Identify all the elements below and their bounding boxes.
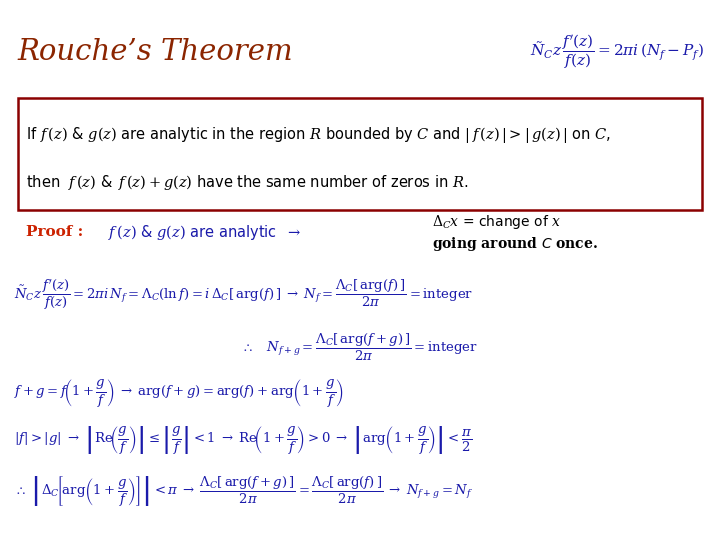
Text: $|f|>|g|\;\rightarrow\;\left|\mathrm{Re}\!\left(\dfrac{g}{f}\right)\right|\leq\l: $|f|>|g|\;\rightarrow\;\left|\mathrm{Re}… <box>14 424 472 456</box>
Text: $\therefore\;\left|\Delta_C\!\left[\arg\!\left(1+\dfrac{g}{f}\right)\right]\righ: $\therefore\;\left|\Delta_C\!\left[\arg\… <box>14 475 473 509</box>
Text: Proof :: Proof : <box>26 225 84 239</box>
Text: then  $f\,(z)$ & $\,f\,(z)+g(z)$ have the same number of zeros in $R$.: then $f\,(z)$ & $\,f\,(z)+g(z)$ have the… <box>26 173 468 192</box>
Text: $\tilde{N}_C z\,\dfrac{f'(z)}{f(z)} = 2\pi i\,(N_f - P_f)$: $\tilde{N}_C z\,\dfrac{f'(z)}{f(z)} = 2\… <box>530 32 704 71</box>
Text: $\Delta_C x$ = change of $x$: $\Delta_C x$ = change of $x$ <box>432 213 561 231</box>
Text: going around $C$ once.: going around $C$ once. <box>432 235 598 253</box>
Text: $f\,(z)$ & $g(z)$ are analytic $\;\rightarrow$: $f\,(z)$ & $g(z)$ are analytic $\;\right… <box>108 222 301 241</box>
Text: If $f\,(z)$ & $g(z)$ are analytic in the region $R$ bounded by $C$ and $|\,f\,(z: If $f\,(z)$ & $g(z)$ are analytic in the… <box>26 125 611 145</box>
Text: Rouche’s Theorem: Rouche’s Theorem <box>17 38 293 66</box>
Text: $\tilde{N}_C z\,\dfrac{f'(z)}{f(z)} = 2\pi i\,N_f = \Lambda_C(\ln f) = i\,\Delta: $\tilde{N}_C z\,\dfrac{f'(z)}{f(z)} = 2\… <box>14 278 473 312</box>
FancyBboxPatch shape <box>18 98 702 210</box>
Text: $f+g = f\!\left(1+\dfrac{g}{f}\right)\;\rightarrow\;\arg(f+g)=\arg(f)+\arg\!\lef: $f+g = f\!\left(1+\dfrac{g}{f}\right)\;\… <box>14 377 344 409</box>
Text: $\therefore\quad N_{f+g} = \dfrac{\Lambda_C[\,\arg(f+g)\,]}{2\pi} = \mathrm{inte: $\therefore\quad N_{f+g} = \dfrac{\Lambd… <box>241 332 479 362</box>
